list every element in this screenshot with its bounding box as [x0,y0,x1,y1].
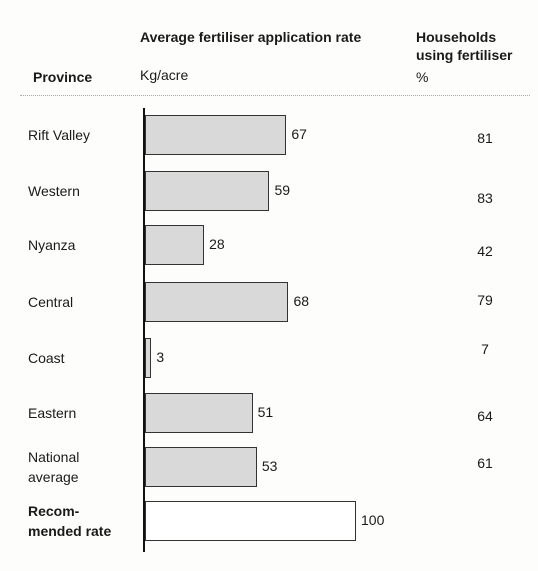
bar [145,171,270,211]
households-value: 61 [477,455,493,471]
value-label: 68 [293,293,310,309]
category-label: National average [28,449,80,485]
bar [145,447,257,487]
households-value: 64 [477,408,493,424]
value-label: 28 [209,236,225,252]
category-label: Western [28,183,80,199]
bar [145,501,356,541]
households-value: 7 [481,341,489,357]
households-value: 42 [477,243,493,259]
header-rule [20,95,530,96]
value-label: 53 [261,458,278,474]
bar [145,225,205,265]
households-value: 81 [477,130,493,146]
value-label: 59 [274,182,291,198]
households-unit: % [416,69,429,85]
bar [145,338,152,378]
category-label: Eastern [28,405,77,421]
axis-line [143,108,145,552]
value-label: 100 [361,512,385,528]
bar [145,282,289,322]
category-label: Central [28,294,74,310]
households-value: 79 [477,292,493,308]
rate-unit: Kg/acre [140,67,189,83]
households-header: Households using fertiliser [416,29,513,63]
category-label: Rift Valley [28,127,90,143]
province-header: Province [33,69,93,85]
bar [145,393,253,433]
value-label: 67 [291,126,307,142]
value-label: 3 [156,349,165,365]
bar [145,115,287,155]
category-label: Nyanza [28,237,76,253]
rate-header: Average fertiliser application rate [140,29,362,45]
households-value: 83 [477,190,493,206]
category-label: Recom- mended rate [28,503,112,539]
category-label: Coast [28,350,65,366]
value-label: 51 [257,404,274,420]
